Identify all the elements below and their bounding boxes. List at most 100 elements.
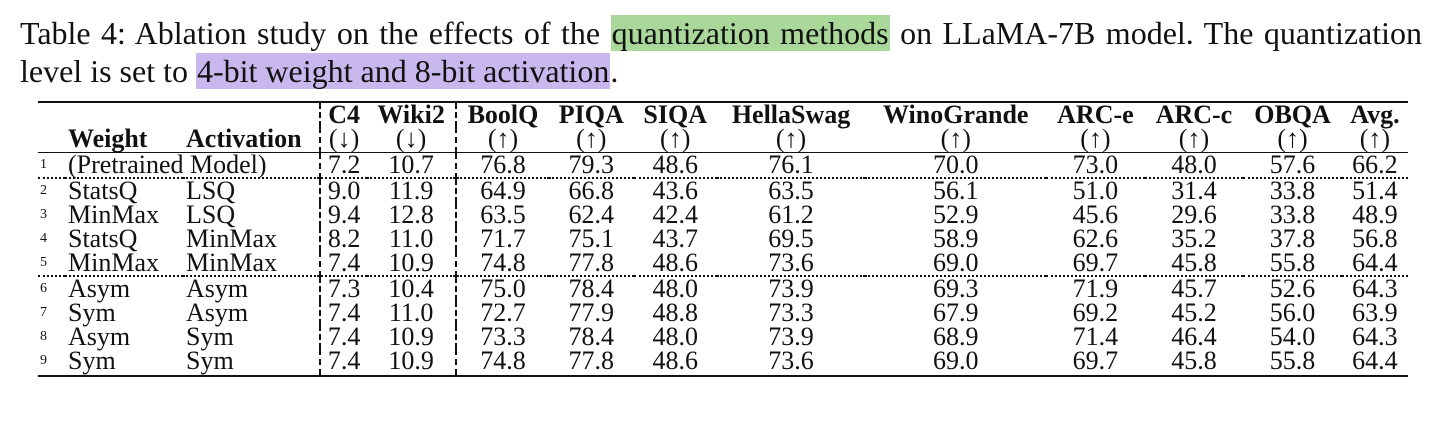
table-caption: Table 4: Ablation study on the effects o… bbox=[20, 14, 1422, 90]
row-activation: LSQ bbox=[186, 200, 236, 229]
column-arrow-avg: (↑) bbox=[1341, 126, 1408, 153]
cell-piqa: 75.1 bbox=[568, 224, 615, 253]
column-header-siqa: SIQA bbox=[633, 101, 717, 128]
cell-avg: 64.4 bbox=[1352, 248, 1398, 277]
cell-avg: 63.9 bbox=[1352, 298, 1398, 327]
table-row: 2 StatsQ LSQ 9.0 11.9 64.9 66.8 43.6 63.5 56.1 51.… bbox=[38, 177, 1408, 204]
cell-obqa: 52.6 bbox=[1243, 275, 1342, 302]
table-header-names: C4 Wiki2 BoolQ PIQA SIQA HellaSwag WinoGrande A… bbox=[38, 101, 1408, 128]
row-weight: StatsQ bbox=[65, 177, 183, 204]
cell-avg: 66.2 bbox=[1352, 150, 1398, 179]
row-number: 6 bbox=[38, 275, 65, 301]
cell-obqa: 55.8 bbox=[1269, 248, 1316, 277]
cell-piqa: 77.8 bbox=[568, 248, 615, 277]
column-header-avg: Avg. bbox=[1341, 101, 1408, 128]
cell-hellaswag: 63.5 bbox=[716, 177, 866, 204]
cell-arc-c: 31.4 bbox=[1144, 177, 1244, 204]
column-arrow-arc-c: (↑) bbox=[1144, 126, 1244, 153]
cell-avg: 56.8 bbox=[1352, 224, 1398, 253]
cell-wiki2: 11.9 bbox=[367, 177, 457, 204]
cell-winogrande: 67.9 bbox=[933, 298, 979, 327]
cell-boolq: 76.8 bbox=[455, 152, 549, 178]
column-header-boolq: BoolQ bbox=[455, 101, 549, 128]
cell-arc-e: 71.4 bbox=[1072, 322, 1119, 351]
header-blank-activation bbox=[183, 101, 320, 127]
cell-winogrande: 70.0 bbox=[933, 150, 979, 179]
cell-arc-c: 45.8 bbox=[1144, 348, 1244, 377]
cell-siqa: 43.6 bbox=[633, 177, 717, 204]
cell-boolq: 74.8 bbox=[455, 348, 549, 377]
row-number: 5 bbox=[40, 255, 47, 270]
column-arrow-c4: (↓) bbox=[318, 126, 368, 153]
row-number: 4 bbox=[40, 231, 47, 246]
cell-wiki2: 11.0 bbox=[388, 298, 434, 327]
cell-boolq: 71.7 bbox=[455, 226, 549, 252]
cell-wiki2: 10.9 bbox=[388, 248, 434, 277]
table-row: 3 MinMax LSQ 9.4 12.8 63.5 62.4 42.4 61.2 52.9 45.… bbox=[38, 200, 1408, 229]
cell-c4: 7.4 bbox=[318, 250, 368, 276]
cell-winogrande: 58.9 bbox=[933, 224, 979, 253]
cell-siqa: 48.6 bbox=[652, 248, 698, 277]
cell-wiki2: 12.8 bbox=[388, 200, 434, 229]
cell-avg: 64.3 bbox=[1352, 322, 1398, 351]
cell-c4: 7.4 bbox=[318, 300, 368, 326]
cell-arc-c: 35.2 bbox=[1171, 224, 1217, 253]
cell-hellaswag: 73.3 bbox=[768, 298, 814, 327]
row-weight: Asym bbox=[65, 275, 183, 302]
cell-avg: 64.3 bbox=[1341, 275, 1408, 302]
row-number: 1 bbox=[40, 157, 47, 172]
header-blank-rownum-2 bbox=[38, 127, 65, 153]
cell-piqa: 66.8 bbox=[548, 177, 634, 204]
row-activation: Sym bbox=[186, 322, 234, 351]
cell-boolq: 73.3 bbox=[455, 324, 549, 350]
caption-text-2: on LLaMA-7B model. The quantization leve… bbox=[20, 15, 1423, 89]
cell-piqa: 78.4 bbox=[548, 275, 634, 302]
cell-piqa: 62.4 bbox=[568, 200, 615, 229]
cell-piqa: 79.3 bbox=[568, 150, 615, 179]
row-activation: LSQ bbox=[183, 177, 320, 204]
cell-hellaswag: 76.1 bbox=[768, 150, 814, 179]
row-number: 9 bbox=[38, 349, 65, 377]
table-header-arrows: Weight Activation (↓) (↓) (↑) (↑) (↑) (↑) (↑)(… bbox=[38, 126, 1408, 153]
cell-hellaswag: 73.9 bbox=[716, 275, 866, 302]
cell-boolq: 64.9 bbox=[455, 177, 549, 204]
column-arrow-hellaswag: (↑) bbox=[716, 126, 866, 153]
cell-obqa: 56.0 bbox=[1269, 298, 1316, 327]
table-row: 4 StatsQ MinMax 8.2 11.0 71.7 75.1 43.7 69.5 58.9… bbox=[38, 224, 1408, 253]
cell-winogrande: 68.9 bbox=[933, 322, 979, 351]
column-header-wiki2: Wiki2 bbox=[367, 101, 457, 128]
table-row: 9 Sym Sym 7.4 10.9 74.8 77.8 48.6 73.6 69.0 69.7 45… bbox=[38, 348, 1408, 377]
cell-wiki2: 10.4 bbox=[367, 275, 457, 302]
table-row: 5 MinMax MinMax 7.4 10.9 74.8 77.8 48.6 73.6 69.0… bbox=[38, 248, 1408, 277]
cell-arc-e: 73.0 bbox=[1072, 150, 1119, 179]
cell-obqa: 57.6 bbox=[1269, 150, 1316, 179]
table-row: 7 Sym Asym 7.4 11.0 72.7 77.9 48.8 73.3 67.9 69.2 4… bbox=[38, 298, 1408, 327]
column-arrow-winogrande: (↑) bbox=[865, 126, 1047, 153]
row-weight: Asym bbox=[68, 322, 131, 351]
cell-piqa: 78.4 bbox=[568, 322, 615, 351]
cell-hellaswag: 73.9 bbox=[768, 322, 814, 351]
cell-siqa: 48.0 bbox=[633, 275, 717, 302]
cell-siqa: 48.6 bbox=[652, 150, 698, 179]
column-arrow-wiki2: (↓) bbox=[367, 126, 457, 153]
cell-winogrande: 56.1 bbox=[865, 177, 1047, 204]
table-row: 1 (Pretrained Model) 7.2 10.7 76.8 79.3 48.6 76… bbox=[38, 150, 1408, 179]
column-header-obqa: OBQA bbox=[1243, 101, 1342, 128]
cell-c4: 7.3 bbox=[318, 275, 368, 302]
table-row: 8 Asym Sym 7.4 10.9 73.3 78.4 48.0 73.9 68.9 71.4 4… bbox=[38, 322, 1408, 351]
cell-arc-c: 45.8 bbox=[1171, 248, 1217, 277]
cell-siqa: 48.8 bbox=[652, 298, 698, 327]
column-arrow-siqa: (↑) bbox=[633, 126, 717, 153]
column-arrow-piqa: (↑) bbox=[548, 126, 634, 153]
cell-arc-e: 69.7 bbox=[1072, 248, 1119, 277]
cell-avg: 48.9 bbox=[1352, 200, 1398, 229]
cell-arc-c: 46.4 bbox=[1171, 322, 1217, 351]
cell-hellaswag: 61.2 bbox=[768, 200, 814, 229]
row-weight: StatsQ bbox=[68, 224, 138, 253]
cell-boolq: 74.8 bbox=[455, 250, 549, 276]
row-weight: Sym bbox=[65, 348, 183, 377]
row-activation: Sym bbox=[183, 348, 320, 377]
cell-arc-e: 62.6 bbox=[1072, 224, 1119, 253]
column-header-piqa: PIQA bbox=[548, 101, 634, 128]
row-weight: MinMax bbox=[68, 200, 159, 229]
